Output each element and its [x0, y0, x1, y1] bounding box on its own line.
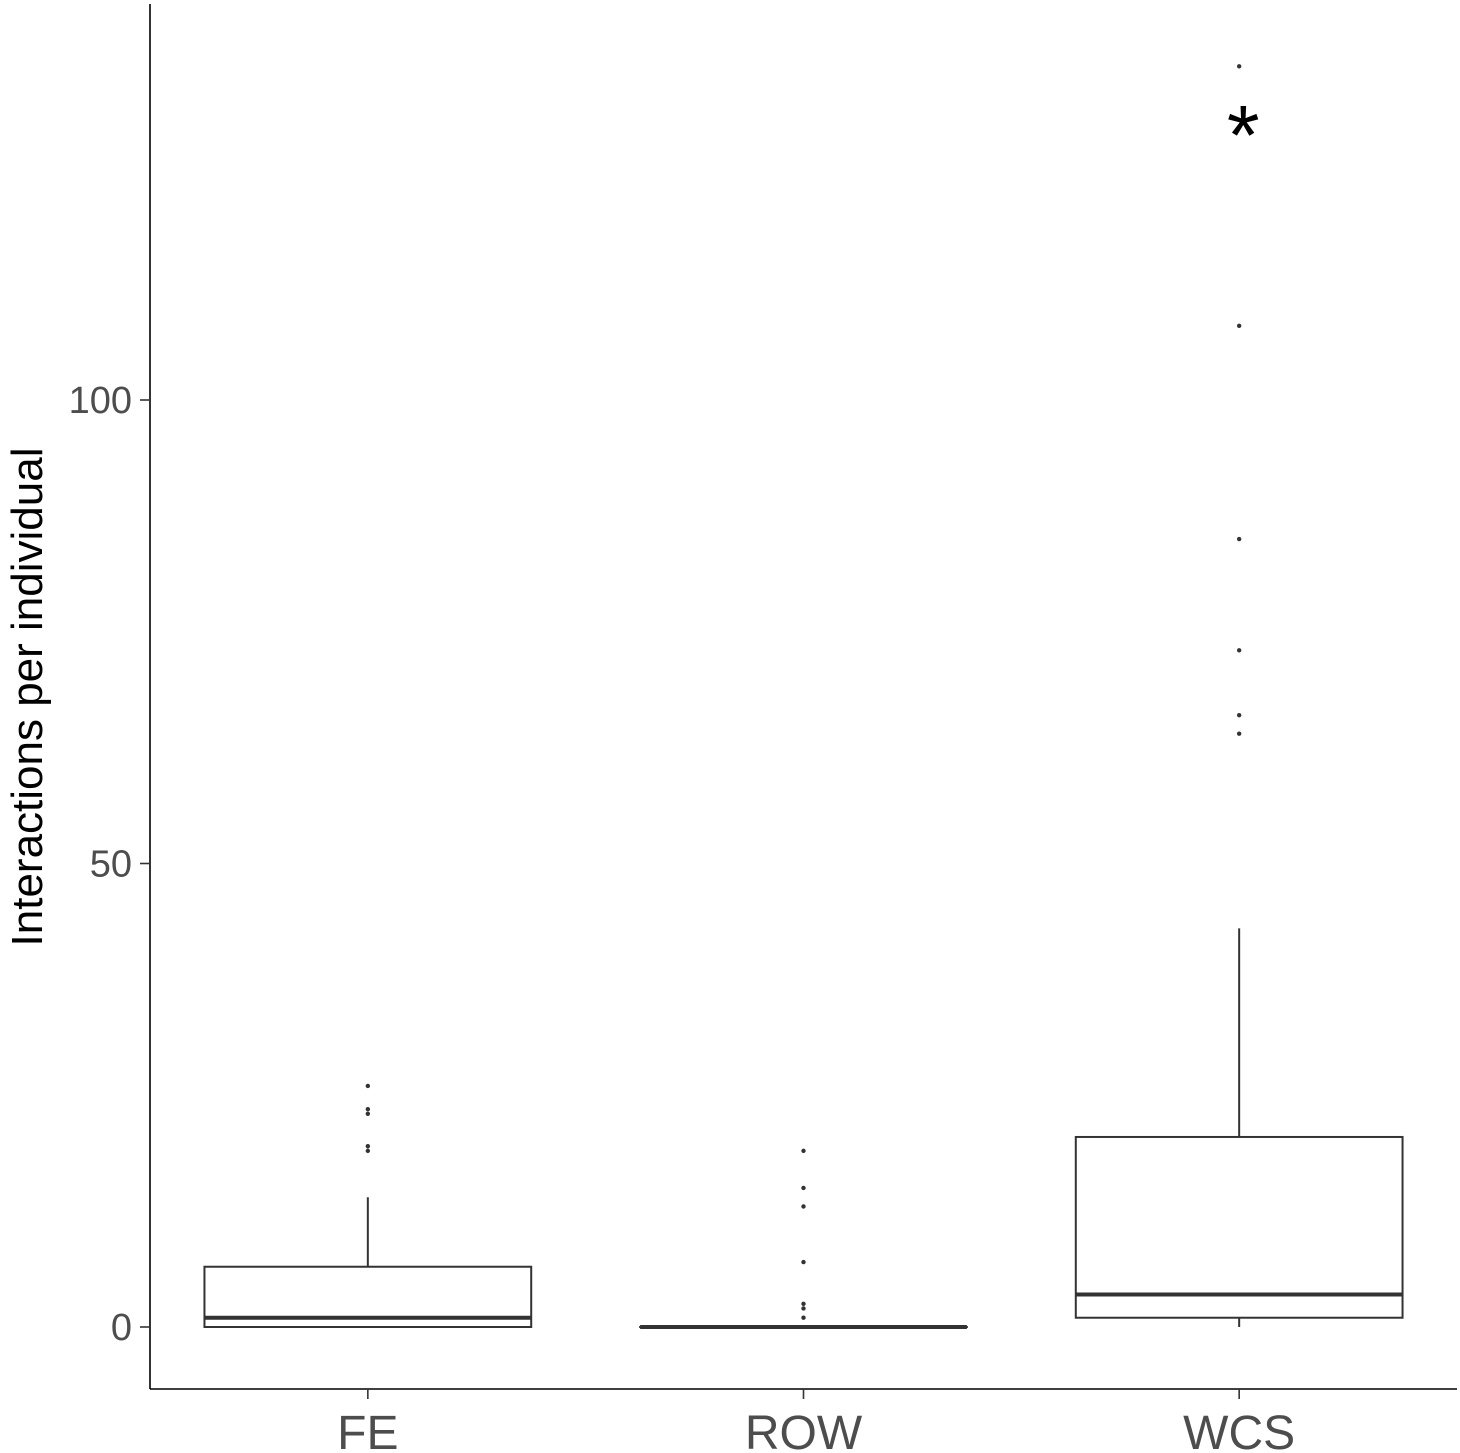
outlier-point	[801, 1259, 806, 1265]
outlier-point	[1236, 648, 1242, 653]
significance-asterisk: *	[1227, 88, 1260, 182]
y-axis-title: Interactions per individual	[3, 448, 52, 947]
outlier-point	[1236, 731, 1242, 736]
outlier-point	[801, 1204, 806, 1209]
y-ticks: 0 50 100	[69, 380, 150, 1349]
boxes	[203, 64, 1404, 1329]
x-ticks: FE ROW WCS	[337, 1389, 1295, 1453]
box-wcs	[1074, 64, 1404, 1327]
outlier-point	[801, 1301, 806, 1307]
y-tick-label: 100	[69, 380, 132, 422]
outlier-point	[365, 1083, 371, 1089]
y-tick-label: 0	[111, 1307, 132, 1349]
x-tick-label-wcs: WCS	[1183, 1407, 1295, 1453]
outlier-point	[365, 1144, 371, 1149]
outlier-point	[1236, 712, 1242, 718]
iqr-box	[1074, 1135, 1404, 1319]
outlier-point	[365, 1148, 371, 1154]
outlier-point	[365, 1106, 371, 1112]
outlier-point	[801, 1148, 806, 1154]
x-tick-label-fe: FE	[337, 1407, 398, 1453]
x-tick-label-row: ROW	[745, 1407, 863, 1453]
outlier-point	[365, 1111, 371, 1116]
outlier-point	[801, 1306, 806, 1311]
outlier-point	[801, 1315, 806, 1320]
annotations: *	[1227, 88, 1260, 182]
box-fe	[203, 1083, 533, 1328]
outlier-point	[1236, 536, 1242, 542]
outlier-point	[1236, 64, 1242, 69]
box-row	[639, 1148, 968, 1329]
y-tick-label: 50	[90, 844, 132, 886]
outlier-point	[1236, 323, 1242, 329]
outlier-point	[801, 1185, 806, 1191]
